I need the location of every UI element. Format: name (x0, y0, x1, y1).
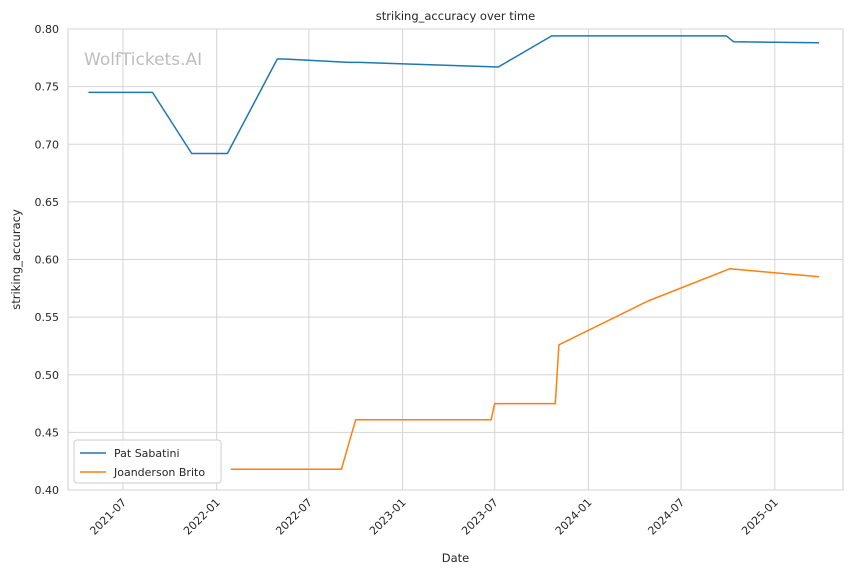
series-line-1 (230, 267, 820, 471)
series-lines (88, 35, 820, 471)
y-tick-label: 0.70 (35, 138, 60, 151)
x-axis-title: Date (442, 551, 470, 565)
series-line-0 (88, 35, 820, 155)
x-tick-label: 2024-07 (645, 496, 687, 538)
x-tick-label: 2021-07 (87, 496, 129, 538)
legend-label: Pat Sabatini (114, 447, 180, 460)
y-axis-ticks: 0.40 0.45 0.50 0.55 0.60 0.65 0.70 0.75 0.80 (35, 23, 60, 497)
chart-title: striking_accuracy over time (376, 9, 535, 23)
x-axis-ticks: 2021-07 2022-01 2022-07 2023-01 2023-07 2024-… (87, 496, 780, 538)
y-tick-label: 0.45 (35, 426, 60, 439)
legend-box (73, 439, 222, 484)
legend: Pat Sabatini Joanderson Brito (73, 439, 222, 484)
y-tick-label: 0.75 (35, 81, 60, 94)
y-tick-label: 0.60 (35, 254, 60, 267)
x-tick-label: 2024-01 (553, 496, 595, 538)
x-tick-label: 2022-01 (181, 496, 223, 538)
grid-lines (68, 28, 843, 491)
watermark: WolfTickets.AI (84, 50, 202, 70)
x-tick-label: 2022-07 (273, 496, 315, 538)
y-tick-label: 0.50 (35, 369, 60, 382)
x-tick-label: 2025-01 (739, 496, 781, 538)
y-tick-label: 0.40 (35, 484, 60, 497)
x-tick-label: 2023-07 (459, 496, 501, 538)
y-tick-label: 0.55 (35, 311, 60, 324)
x-tick-label: 2023-01 (367, 496, 409, 538)
y-tick-label: 0.80 (35, 23, 60, 36)
y-tick-label: 0.65 (35, 196, 60, 209)
legend-label: Joanderson Brito (113, 466, 205, 479)
y-axis-title: striking_accuracy (9, 209, 23, 310)
